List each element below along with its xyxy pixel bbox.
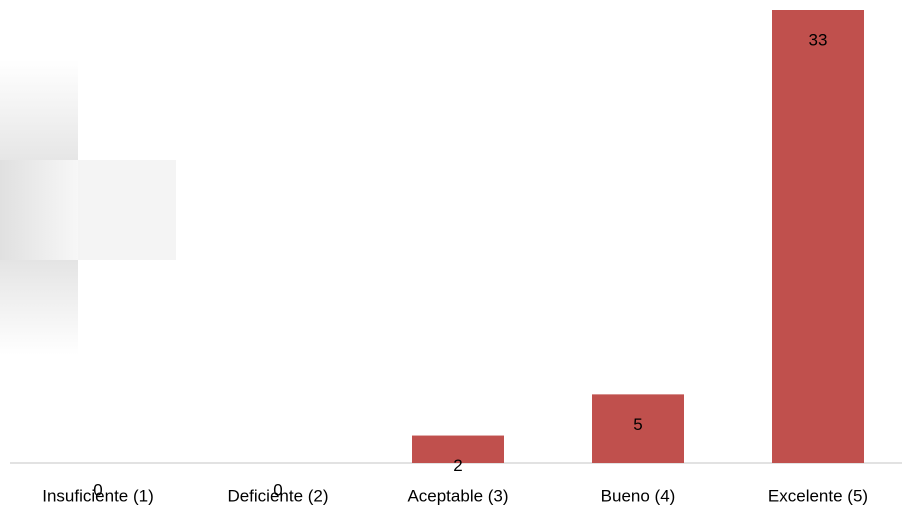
bar	[772, 10, 864, 463]
decoration	[0, 60, 176, 355]
data-label: 0	[93, 480, 102, 499]
x-tick-label: Excelente (5)	[768, 486, 868, 505]
data-label: 0	[273, 480, 282, 499]
data-label: 2	[453, 456, 462, 475]
x-tick-label: Aceptable (3)	[407, 486, 508, 505]
x-tick-label: Deficiente (2)	[227, 486, 328, 505]
data-label: 5	[633, 415, 642, 434]
x-tick-label: Bueno (4)	[601, 486, 676, 505]
bar	[412, 435, 504, 463]
x-tick-label: Insuficiente (1)	[42, 486, 154, 505]
bar	[592, 394, 684, 463]
data-label: 33	[809, 30, 828, 49]
